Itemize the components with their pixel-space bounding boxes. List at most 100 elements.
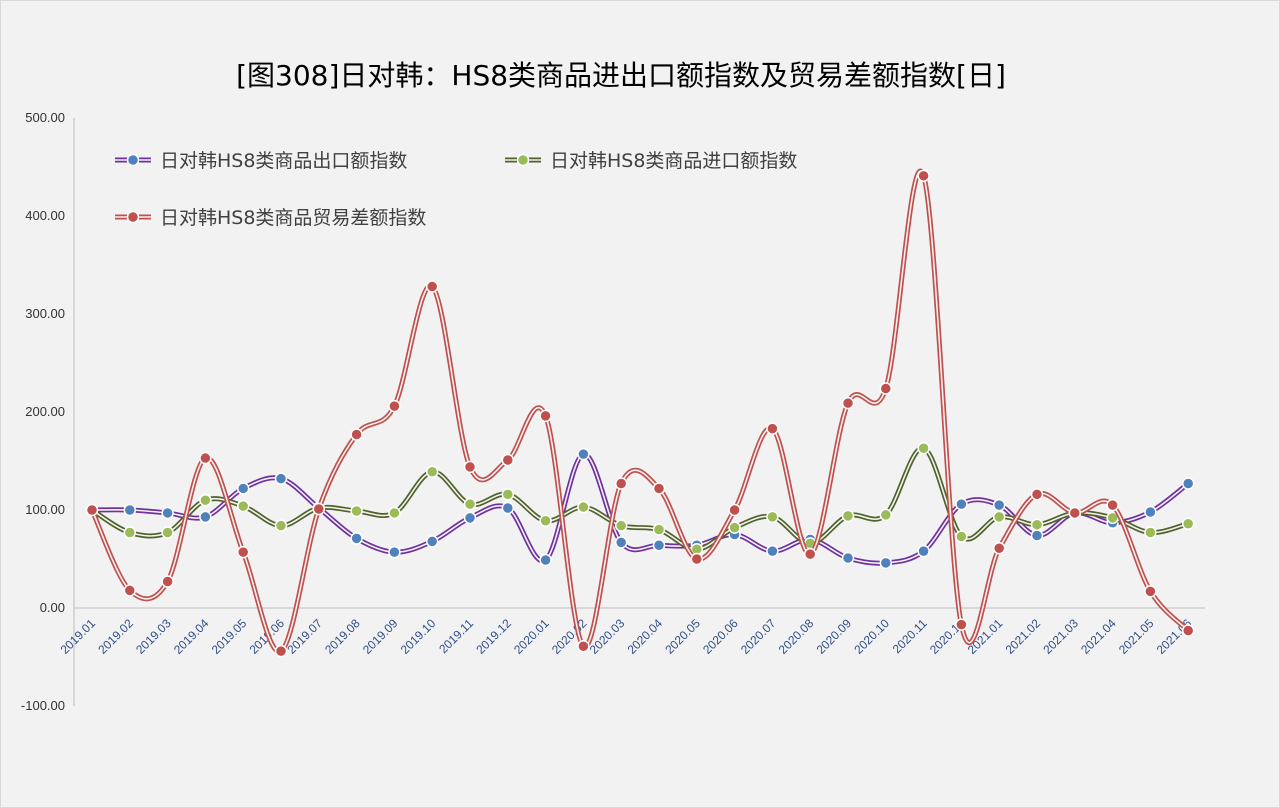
data-point	[992, 510, 1006, 524]
data-point	[766, 422, 779, 435]
series-layer	[85, 168, 1195, 658]
data-point	[803, 547, 817, 561]
data-point	[652, 523, 666, 536]
data-point	[652, 482, 666, 495]
legend-swatch-marker	[516, 153, 530, 167]
data-point	[463, 511, 477, 525]
x-tick-label: 2021.03	[1040, 616, 1081, 657]
data-point	[425, 535, 439, 548]
legend-item: 日对韩HS8类商品贸易差额指数	[115, 207, 426, 229]
x-tick-label: 2019.04	[171, 616, 212, 657]
legend: 日对韩HS8类商品出口额指数 日对韩HS8类商品进口额指数日对韩HS8类商品贸易差…	[115, 150, 797, 229]
data-point	[501, 501, 515, 515]
x-tick-label: 2019.05	[209, 616, 250, 657]
data-point	[766, 544, 779, 558]
data-point	[1030, 518, 1044, 531]
data-point	[501, 453, 515, 467]
series-line-core	[91, 170, 1189, 653]
data-point	[841, 509, 855, 523]
legend-label: 日对韩HS8类商品出口额指数	[160, 150, 407, 172]
y-tick-label: 400.00	[25, 208, 65, 223]
legend-label: 日对韩HS8类商品贸易差额指数	[160, 207, 426, 229]
data-point	[992, 498, 1006, 512]
x-tick-label: 2020.05	[662, 616, 703, 657]
data-point	[614, 519, 628, 532]
x-tick-label: 2019.09	[360, 616, 401, 657]
data-point	[879, 382, 893, 395]
data-point	[274, 644, 288, 658]
data-point	[690, 552, 704, 566]
data-point	[766, 510, 779, 524]
data-point	[1144, 585, 1157, 598]
data-point	[199, 510, 212, 524]
series-group	[85, 168, 1195, 658]
x-tick-label: 2021.02	[1003, 616, 1044, 657]
data-point	[350, 428, 363, 441]
data-point	[236, 482, 250, 495]
data-point	[123, 584, 137, 597]
legend-swatch-marker	[126, 153, 140, 167]
data-point	[85, 503, 99, 517]
data-point	[728, 503, 741, 517]
y-tick-label: 500.00	[25, 110, 65, 125]
x-tick-label: 2020.10	[851, 616, 892, 657]
x-tick-label: 2020.09	[814, 616, 855, 657]
data-point	[917, 442, 930, 455]
data-point	[463, 460, 477, 474]
data-point	[501, 488, 515, 501]
x-tick-label: 2019.08	[322, 616, 363, 657]
data-point	[841, 396, 855, 410]
chart-title: [图308]日对韩：HS8类商品进出口额指数及贸易差额指数[日]	[236, 59, 1006, 92]
x-tick-label: 2020.08	[776, 616, 817, 657]
y-tick-label: 300.00	[25, 306, 65, 321]
data-point	[1030, 488, 1044, 501]
x-tick-label: 2019.03	[133, 616, 174, 657]
y-tick-label: 200.00	[25, 404, 65, 419]
data-point	[917, 169, 930, 183]
x-tick-label: 2020.06	[700, 616, 741, 657]
x-tick-label: 2021.01	[965, 616, 1006, 657]
data-point	[161, 575, 174, 588]
data-point	[123, 503, 137, 517]
y-tick-label: -100.00	[21, 698, 65, 713]
series-line	[89, 168, 1191, 654]
data-point	[577, 639, 590, 653]
data-point	[1181, 517, 1195, 530]
series-line-core	[91, 447, 1189, 551]
legend-item: 日对韩HS8类商品出口额指数	[115, 150, 407, 172]
data-point	[841, 551, 855, 565]
data-point	[199, 493, 212, 507]
data-point	[161, 506, 174, 520]
data-point	[312, 502, 326, 516]
data-point	[425, 280, 439, 293]
data-point	[955, 618, 968, 631]
x-tick-label: 2019.02	[95, 616, 136, 657]
y-tick-label: 100.00	[25, 502, 65, 517]
data-point	[388, 506, 401, 520]
data-point	[1181, 624, 1195, 637]
data-point	[350, 504, 363, 518]
legend-item: 日对韩HS8类商品进口额指数	[505, 150, 797, 172]
legend-label: 日对韩HS8类商品进口额指数	[550, 150, 797, 172]
x-tick-label: 2019.12	[473, 616, 514, 657]
data-point	[425, 465, 439, 479]
data-point	[1030, 529, 1044, 542]
data-point	[236, 545, 250, 559]
x-tick-label: 2020.11	[890, 616, 930, 656]
data-point	[388, 399, 401, 413]
data-point	[652, 539, 666, 552]
legend-swatch-marker	[126, 210, 140, 224]
x-tick-label: 2019.11	[436, 616, 476, 656]
x-tick-label: 2021.04	[1078, 616, 1119, 657]
data-point	[577, 447, 590, 461]
data-point	[1181, 477, 1195, 490]
data-point	[199, 451, 212, 465]
axis-layer: 500.00 400.00 300.00 200.00 100.00 0.00 -100.0…	[21, 110, 1205, 713]
data-point	[539, 409, 552, 423]
data-point	[388, 545, 401, 559]
data-point	[539, 553, 552, 567]
x-tick-label: 2020.04	[625, 616, 666, 657]
series-group	[85, 442, 1195, 556]
